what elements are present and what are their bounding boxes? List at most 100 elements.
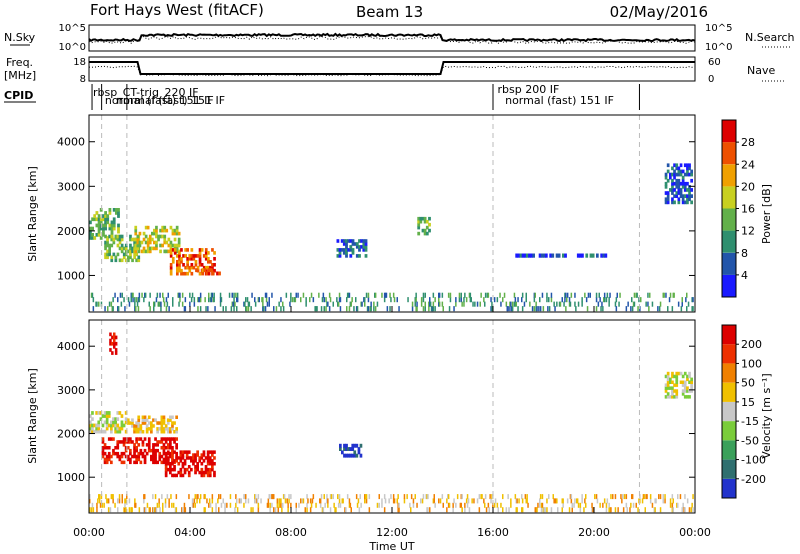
velocity-echo-cell — [166, 494, 169, 500]
power-echo-cell — [648, 306, 650, 312]
power-echo-cell — [148, 240, 152, 245]
velocity-echo-cell — [222, 498, 224, 504]
velocity-echo-cell — [141, 421, 145, 425]
power-echo-cell — [428, 306, 430, 312]
power-echo-cell — [514, 301, 517, 307]
velocity-echo-cell — [452, 507, 454, 513]
velocity-echo-cell — [131, 454, 134, 459]
power-echo-cell — [602, 306, 604, 312]
power-echo-cell — [690, 169, 693, 174]
power-echo-cell — [465, 297, 468, 303]
velocity-echo-cell — [542, 507, 545, 513]
velocity-echo-cell — [169, 451, 172, 456]
velocity-echo-cell — [490, 498, 492, 504]
velocity-echo-cell — [243, 502, 245, 508]
power-echo-cell — [675, 172, 679, 177]
power-echo-cell — [523, 253, 527, 258]
power-echo-cell — [208, 292, 210, 298]
power-echo-cell — [688, 191, 691, 195]
power-echo-cell — [342, 239, 346, 243]
velocity-echo-cell — [675, 395, 679, 399]
power-echo-cell — [688, 163, 691, 168]
power-echo-cell — [138, 231, 142, 236]
power-echo-cell — [490, 306, 492, 312]
power-echo-cell — [146, 237, 150, 242]
velocity-echo-cell — [422, 494, 425, 500]
power-echo-cell — [190, 254, 194, 258]
velocity-panel-frame — [88, 319, 696, 514]
power-echo-cell — [220, 297, 223, 303]
velocity-echo-cell — [161, 494, 163, 500]
velocity-echo-cell — [101, 440, 105, 444]
velocity-echo-cell — [145, 418, 149, 422]
power-echo-cell — [675, 178, 679, 183]
power-echo-cell — [630, 306, 632, 312]
power-echo-cell — [167, 243, 171, 248]
power-echo-cell — [163, 234, 167, 239]
velocity-echo-cell — [471, 498, 473, 504]
power-echo-cell — [165, 240, 169, 245]
velocity-echo-cell — [164, 462, 168, 466]
power-echo-cell — [576, 253, 580, 258]
velocity-echo-cell — [348, 498, 351, 504]
velocity-echo-cell — [169, 446, 172, 450]
power-echo-cell — [211, 265, 214, 270]
power-echo-cell — [685, 297, 687, 303]
velocity-echo-cell — [688, 389, 691, 393]
velocity-echo-cell — [579, 507, 582, 513]
velocity-echo-cell — [129, 421, 132, 425]
power-echo-cell — [384, 292, 387, 298]
power-echo-cell — [355, 242, 359, 246]
velocity-echo-cell — [605, 507, 608, 513]
power-echo-cell — [131, 249, 134, 254]
power-echo-cell — [158, 301, 160, 307]
velocity-echo-cell — [114, 502, 116, 508]
power-echo-cell — [135, 252, 138, 257]
velocity-echo-cell — [651, 502, 654, 508]
velocity-echo-cell — [355, 443, 359, 448]
velocity-echo-cell — [602, 502, 604, 508]
velocity-echo-cell — [410, 494, 413, 500]
velocity-echo-cell — [208, 462, 212, 466]
noise-sky-trace — [88, 32, 696, 43]
power-echo-cell — [155, 297, 158, 303]
velocity-echo-cell — [245, 498, 247, 504]
velocity-echo-cell — [412, 498, 415, 504]
power-echo-cell — [559, 301, 562, 307]
velocity-echo-cell — [481, 494, 483, 500]
power-echo-cell — [153, 301, 155, 307]
velocity-echo-cell — [107, 454, 111, 459]
power-echo-cell — [245, 306, 247, 312]
velocity-echo-cell — [632, 502, 635, 508]
power-echo-cell — [362, 248, 366, 252]
velocity-echo-cell — [162, 443, 166, 447]
power-echo-cell — [532, 253, 535, 258]
power-echo-cell — [496, 297, 499, 303]
power-echo-cell — [511, 306, 513, 312]
velocity-echo-cell — [162, 502, 164, 508]
velocity-echo-cell — [690, 389, 693, 393]
power-echo-cell — [315, 306, 317, 312]
velocity-echo-cell — [213, 450, 216, 454]
velocity-echo-cell — [98, 494, 100, 500]
power-echo-cell — [182, 254, 185, 258]
velocity-echo-cell — [277, 507, 279, 513]
velocity-echo-cell — [114, 351, 118, 355]
velocity-echo-cell — [190, 467, 193, 472]
power-y-label: Slant Range [km] — [26, 166, 39, 262]
power-echo-cell — [345, 242, 348, 246]
power-echo-cell — [232, 301, 234, 307]
power-echo-cell — [474, 301, 476, 307]
power-echo-cell — [479, 301, 481, 307]
velocity-echo-cell — [681, 507, 683, 513]
velocity-echo-cell — [686, 395, 689, 399]
power-echo-cell — [493, 297, 496, 303]
velocity-echo-cell — [392, 494, 395, 500]
power-echo-cell — [89, 236, 92, 240]
power-echo-cell — [198, 271, 202, 276]
velocity-echo-cell — [179, 467, 183, 472]
power-echo-cell — [118, 237, 122, 242]
power-echo-cell — [134, 231, 138, 236]
velocity-echo-cell — [107, 437, 111, 441]
power-colorbar-label-3: 16 — [741, 203, 755, 216]
